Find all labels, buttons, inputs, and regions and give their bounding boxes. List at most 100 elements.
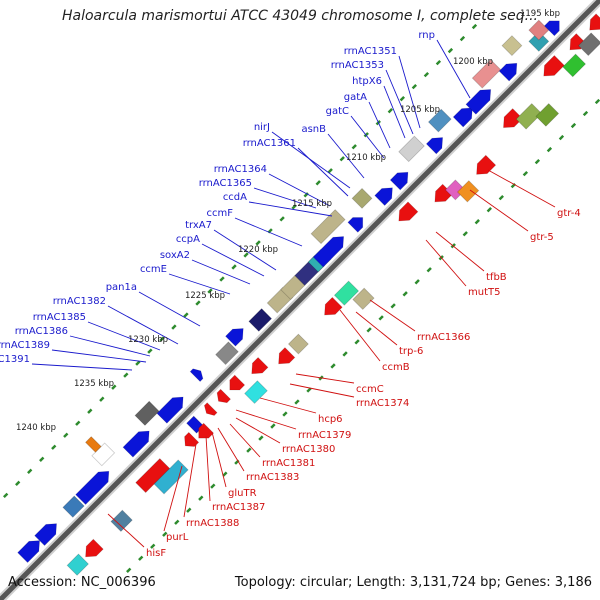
feature-block xyxy=(398,135,425,163)
label-leader-line xyxy=(235,409,297,430)
tick-mark-dot xyxy=(471,23,478,30)
gene-feature xyxy=(528,19,550,41)
gene-label-reverse: hcp6 xyxy=(318,414,343,425)
kbp-tick-label: 1230 kbp xyxy=(128,335,168,345)
gene-feature xyxy=(562,53,587,78)
gene-label-reverse: tfbB xyxy=(486,272,507,283)
gene-label-forward: rrnAC1361 xyxy=(243,138,296,149)
gene-feature xyxy=(287,333,309,355)
gene-label-reverse: rrnAC1366 xyxy=(417,332,470,343)
tick-mark-dot xyxy=(111,384,117,390)
gene-arrow xyxy=(324,296,343,316)
gene-arrow xyxy=(312,236,345,268)
label-leader-line xyxy=(183,443,197,518)
feature-block xyxy=(535,103,560,127)
forward-gene-arrow xyxy=(224,328,244,347)
tick-mark-dot xyxy=(435,59,442,66)
gene-feature xyxy=(528,30,550,52)
tick-mark-dot xyxy=(291,204,297,210)
label-leader-line xyxy=(213,229,277,271)
gene-label-reverse: ccmB xyxy=(382,362,410,373)
gene-label-reverse: gluTR xyxy=(228,488,257,499)
gene-feature xyxy=(351,187,373,209)
tick-mark-dot xyxy=(123,372,129,378)
gene-feature xyxy=(310,209,346,245)
gene-feature xyxy=(84,436,102,453)
gene-arrow xyxy=(85,538,104,558)
label-leader-line xyxy=(327,133,365,179)
tick-mark-dot xyxy=(474,219,480,225)
tick-mark-dot xyxy=(246,447,252,453)
gene-arrow xyxy=(374,187,393,207)
gene-label-forward: ccmE xyxy=(140,264,167,275)
gene-label-forward: rrnAC1364 xyxy=(214,164,267,175)
gene-label-reverse: rrnAC1379 xyxy=(298,430,351,441)
genome-info-text: Topology: circular; Length: 3,131,724 bp… xyxy=(234,575,592,590)
label-leader-line xyxy=(469,189,529,232)
tick-mark-dot xyxy=(27,468,33,474)
tick-mark-dot xyxy=(459,35,466,42)
label-leader-line xyxy=(350,115,385,159)
tick-mark-dot xyxy=(15,480,21,486)
feature-block xyxy=(577,32,600,57)
gene-feature xyxy=(62,495,85,518)
gene-label-reverse: rrnAC1380 xyxy=(282,444,335,455)
gene-label-forward: ccdA xyxy=(223,192,247,203)
gene-arrow xyxy=(398,201,419,222)
gene-arrow xyxy=(189,368,204,383)
tick-mark-dot xyxy=(231,264,237,270)
gene-arrow xyxy=(543,20,560,37)
reverse-gene-arrow xyxy=(229,374,246,391)
tick-mark-dot xyxy=(63,432,69,438)
tick-mark-dot xyxy=(147,348,153,354)
forward-gene-arrow xyxy=(498,62,518,82)
tick-mark-dot xyxy=(126,567,132,573)
feature-block xyxy=(351,187,373,209)
forward-gene-arrow xyxy=(17,540,41,564)
tick-mark-dot xyxy=(327,168,333,174)
tick-mark-dot xyxy=(282,411,288,417)
gene-arrow xyxy=(34,523,57,547)
reverse-gene-arrow xyxy=(198,422,215,439)
tick-mark-dot xyxy=(522,170,529,177)
gene-arrow xyxy=(589,13,600,31)
feature-block xyxy=(333,280,360,306)
tick-mark-dot xyxy=(270,423,276,429)
tick-mark-dot xyxy=(39,456,45,462)
kbp-tick-label: 1195 kbp xyxy=(520,9,560,19)
tick-mark-dot xyxy=(423,71,430,78)
label-leader-line xyxy=(107,305,179,345)
gene-feature xyxy=(110,509,133,532)
label-leader-line xyxy=(107,513,145,548)
reverse-gene-arrow xyxy=(398,201,419,222)
label-leader-line xyxy=(368,101,391,149)
gene-feature xyxy=(66,553,89,576)
label-leader-line xyxy=(436,39,471,99)
forward-gene-arrow xyxy=(156,396,184,424)
gene-arrow xyxy=(184,431,200,447)
forward-gene-arrow xyxy=(189,368,204,383)
tick-mark-dot xyxy=(594,98,600,105)
forward-gene-arrow xyxy=(543,20,560,37)
tick-mark-dot xyxy=(411,83,418,90)
reverse-gene-arrow xyxy=(85,538,104,558)
tick-mark-dot xyxy=(366,327,372,333)
gene-arrow xyxy=(198,422,215,439)
gene-arrow xyxy=(425,137,444,155)
tick-mark-dot xyxy=(546,146,553,153)
gene-feature xyxy=(427,108,452,133)
gene-arrow xyxy=(75,470,110,506)
tick-mark-dot xyxy=(414,279,420,285)
forward-gene-arrow xyxy=(122,430,150,458)
gene-arrow xyxy=(389,171,409,191)
gene-feature xyxy=(333,280,360,306)
label-leader-line xyxy=(398,55,421,129)
gene-feature xyxy=(134,400,160,426)
tick-mark-dot xyxy=(498,195,504,201)
gene-arrow xyxy=(251,356,269,375)
reverse-gene-arrow xyxy=(476,154,497,175)
feature-block xyxy=(456,180,480,203)
forward-gene-arrow xyxy=(312,236,345,268)
feature-block xyxy=(215,341,239,366)
label-leader-line xyxy=(268,173,331,207)
